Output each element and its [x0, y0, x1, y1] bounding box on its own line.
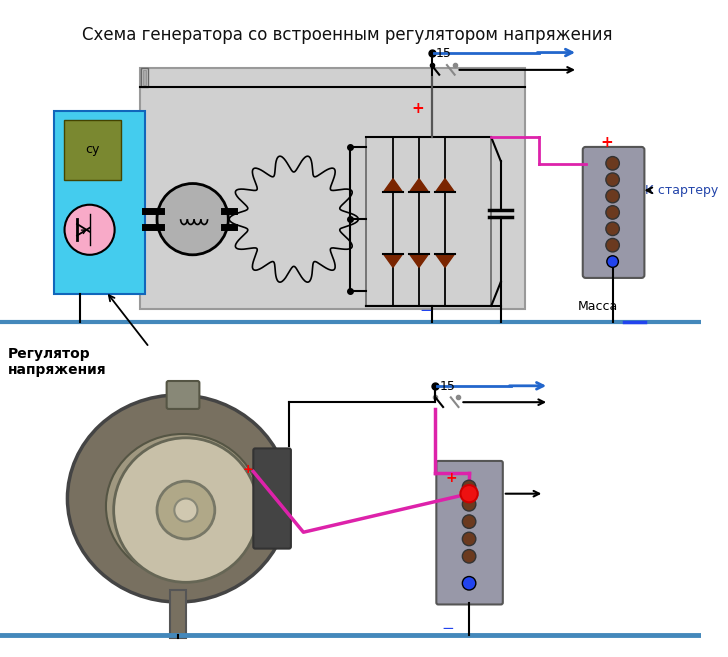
Text: +: +	[601, 135, 613, 150]
Circle shape	[606, 238, 620, 252]
Circle shape	[607, 256, 618, 267]
Ellipse shape	[106, 434, 260, 578]
Text: +: +	[446, 471, 458, 486]
FancyBboxPatch shape	[366, 137, 491, 306]
Ellipse shape	[68, 395, 289, 602]
Circle shape	[114, 438, 258, 582]
FancyBboxPatch shape	[143, 70, 146, 85]
FancyBboxPatch shape	[140, 68, 525, 309]
Circle shape	[606, 156, 620, 170]
Text: +: +	[411, 101, 424, 116]
Text: Схема генератора со встроенным регулятором напряжения: Схема генератора со встроенным регулятор…	[82, 26, 612, 43]
Text: 15: 15	[439, 380, 455, 393]
Text: +: +	[242, 463, 253, 476]
Polygon shape	[384, 254, 403, 267]
Circle shape	[157, 183, 229, 255]
FancyBboxPatch shape	[63, 120, 122, 179]
Text: −: −	[419, 303, 432, 318]
Polygon shape	[409, 254, 429, 267]
Polygon shape	[409, 179, 429, 193]
Circle shape	[157, 481, 215, 539]
Polygon shape	[435, 254, 455, 267]
Text: Масса: Масса	[578, 300, 618, 313]
Circle shape	[462, 532, 476, 546]
FancyBboxPatch shape	[170, 590, 186, 638]
Polygon shape	[384, 179, 403, 193]
Circle shape	[65, 205, 114, 255]
Circle shape	[174, 499, 197, 522]
Text: К стартеру: К стартеру	[645, 184, 719, 197]
Circle shape	[606, 222, 620, 236]
FancyBboxPatch shape	[141, 68, 149, 87]
Circle shape	[462, 480, 476, 493]
Text: 15: 15	[435, 47, 451, 60]
Circle shape	[606, 173, 620, 187]
Circle shape	[606, 189, 620, 203]
FancyBboxPatch shape	[436, 461, 503, 604]
FancyBboxPatch shape	[54, 111, 146, 294]
FancyBboxPatch shape	[582, 147, 644, 278]
FancyBboxPatch shape	[253, 449, 291, 549]
Circle shape	[462, 497, 476, 511]
Text: −: −	[441, 621, 454, 636]
Circle shape	[462, 515, 476, 528]
Polygon shape	[435, 179, 455, 193]
Circle shape	[462, 549, 476, 563]
Text: Регулятор
напряжения: Регулятор напряжения	[8, 348, 106, 378]
Text: су: су	[85, 143, 100, 156]
Circle shape	[462, 577, 476, 590]
FancyBboxPatch shape	[167, 381, 199, 409]
Circle shape	[460, 485, 478, 503]
Circle shape	[606, 206, 620, 219]
